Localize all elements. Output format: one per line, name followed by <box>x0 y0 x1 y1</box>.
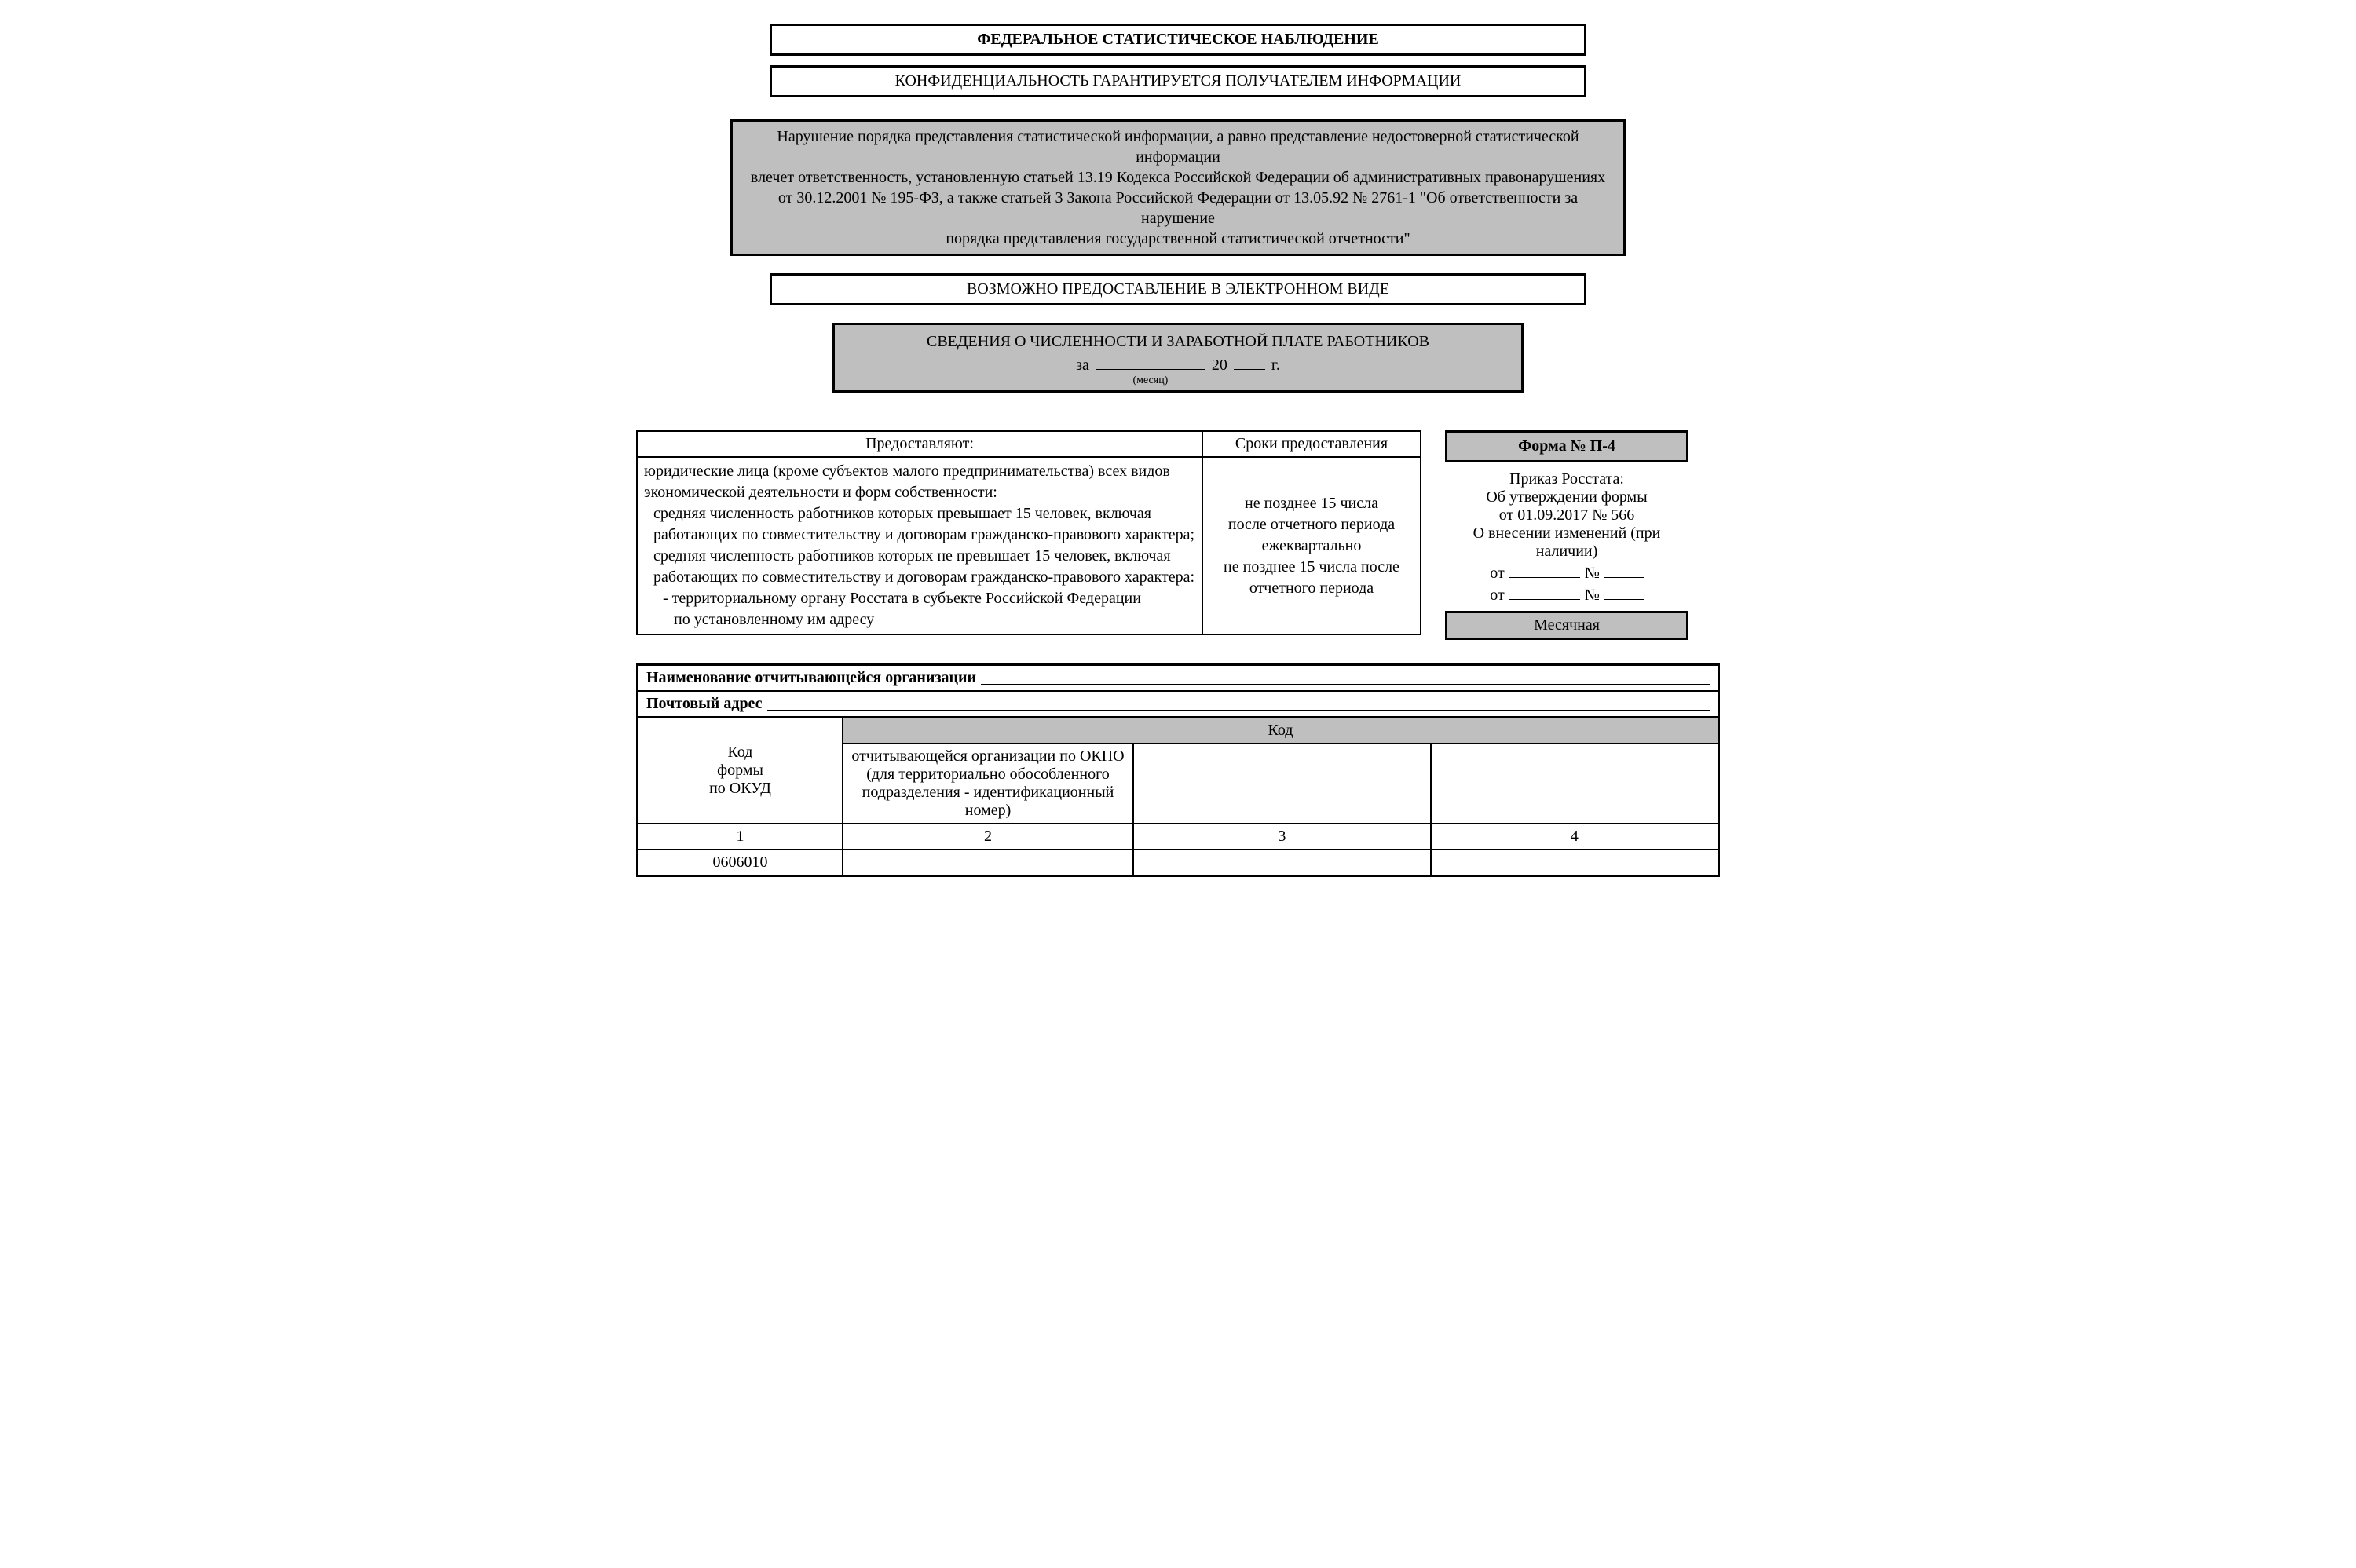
violation-line: влечет ответственность, установленную ст… <box>741 167 1615 188</box>
submit-bullet: средняя численность работников которых н… <box>644 546 1195 588</box>
codes-table: Код формы по ОКУД Код отчитывающейся орг… <box>638 718 1718 875</box>
violation-line: порядка представления государственной ст… <box>741 228 1615 249</box>
submit-table: Предоставляют: Сроки предоставления юрид… <box>636 430 1421 635</box>
info-title-text: СВЕДЕНИЯ О ЧИСЛЕННОСТИ И ЗАРАБОТНОЙ ПЛАТ… <box>843 333 1513 351</box>
approval-date: от 01.09.2017 № 566 <box>1445 506 1688 524</box>
submit-row: Предоставляют: Сроки предоставления юрид… <box>636 430 1720 640</box>
col-number: 2 <box>843 824 1133 850</box>
col-number: 1 <box>638 824 843 850</box>
org-name-label: Наименование отчитывающейся организации <box>646 669 976 687</box>
confidentiality-text: КОНФИДЕНЦИАЛЬНОСТЬ ГАРАНТИРУЕТСЯ ПОЛУЧАТ… <box>895 72 1462 90</box>
org-address-row: Почтовый адрес <box>638 692 1718 718</box>
okud-label-cell: Код формы по ОКУД <box>638 718 843 824</box>
period-line: за (месяц) 20 г. <box>1076 353 1280 375</box>
changes-label: О внесении изменений (при наличии) <box>1445 524 1688 561</box>
title-text: ФЕДЕРАЛЬНОЕ СТАТИСТИЧЕСКОЕ НАБЛЮДЕНИЕ <box>977 31 1379 48</box>
org-name-row: Наименование отчитывающейся организации <box>638 666 1718 692</box>
za-label: за <box>1076 356 1089 375</box>
organization-block: Наименование отчитывающейся организации … <box>636 663 1720 877</box>
electronic-box: ВОЗМОЖНО ПРЕДОСТАВЛЕНИЕ В ЭЛЕКТРОННОМ ВИ… <box>770 273 1586 305</box>
code-blank-cell[interactable] <box>1133 744 1431 824</box>
violation-line: Нарушение порядка представления статисти… <box>741 126 1615 167</box>
code-blank-cell[interactable] <box>1431 744 1718 824</box>
submit-bullet: средняя численность работников которых п… <box>644 503 1195 546</box>
org-name-blank[interactable] <box>981 669 1710 685</box>
info-title-box: СВЕДЕНИЯ О ЧИСЛЕННОСТИ И ЗАРАБОТНОЙ ПЛАТ… <box>832 323 1524 393</box>
twenty-label: 20 <box>1212 356 1227 375</box>
deadline-line: после отчетного периода <box>1209 514 1414 535</box>
form-number-box: Форма № П-4 <box>1445 430 1688 462</box>
approval-label: Об утверждении формы <box>1445 488 1688 506</box>
submit-body-cell: юридические лица (кроме субъектов малого… <box>637 457 1202 634</box>
submit-deadline-cell: не позднее 15 числа после отчетного пери… <box>1202 457 1421 634</box>
violation-box: Нарушение порядка представления статисти… <box>730 119 1626 256</box>
code-header: Код <box>843 718 1718 744</box>
col-number: 4 <box>1431 824 1718 850</box>
electronic-text: ВОЗМОЖНО ПРЕДОСТАВЛЕНИЕ В ЭЛЕКТРОННОМ ВИ… <box>967 280 1389 298</box>
okpo-value-cell[interactable] <box>843 850 1133 875</box>
right-block: Форма № П-4 Приказ Росстата: Об утвержде… <box>1445 430 1688 640</box>
month-blank[interactable] <box>1096 353 1205 370</box>
page-root: ФЕДЕРАЛЬНОЕ СТАТИСТИЧЕСКОЕ НАБЛЮДЕНИЕ КО… <box>636 24 1720 877</box>
code-value-cell[interactable] <box>1431 850 1718 875</box>
okud-value: 0606010 <box>638 850 843 875</box>
org-address-blank[interactable] <box>767 695 1710 711</box>
submit-body-line: юридические лица (кроме субъектов малого… <box>644 461 1195 503</box>
change-date-blank[interactable] <box>1509 584 1580 600</box>
submit-col2-header: Сроки предоставления <box>1202 431 1421 457</box>
periodicity-box: Месячная <box>1445 611 1688 640</box>
title-box: ФЕДЕРАЛЬНОЕ СТАТИСТИЧЕСКОЕ НАБЛЮДЕНИЕ <box>770 24 1586 56</box>
submit-col1-header: Предоставляют: <box>637 431 1202 457</box>
deadline-line: не позднее 15 числа <box>1209 493 1414 514</box>
deadline-line: отчетного периода <box>1209 578 1414 599</box>
change-no-blank[interactable] <box>1604 584 1644 600</box>
submit-sub: по установленному им адресу <box>644 609 1195 630</box>
change-line: от № <box>1445 584 1688 605</box>
change-date-blank[interactable] <box>1509 562 1580 578</box>
deadline-line: не позднее 15 числа после <box>1209 557 1414 578</box>
change-no-blank[interactable] <box>1604 562 1644 578</box>
col-number: 3 <box>1133 824 1431 850</box>
order-label: Приказ Росстата: <box>1445 470 1688 488</box>
okpo-label-cell: отчитывающейся организации по ОКПО (для … <box>843 744 1133 824</box>
code-value-cell[interactable] <box>1133 850 1431 875</box>
change-line: от № <box>1445 562 1688 583</box>
confidentiality-box: КОНФИДЕНЦИАЛЬНОСТЬ ГАРАНТИРУЕТСЯ ПОЛУЧАТ… <box>770 65 1586 97</box>
deadline-line: ежеквартально <box>1209 535 1414 557</box>
submit-sub: - территориальному органу Росстата в суб… <box>644 588 1195 609</box>
year-blank[interactable] <box>1234 353 1265 370</box>
org-address-label: Почтовый адрес <box>646 695 763 713</box>
month-sublabel: (месяц) <box>1096 375 1205 387</box>
violation-line: от 30.12.2001 № 195-ФЗ, а также статьей … <box>741 188 1615 228</box>
year-suffix: г. <box>1271 356 1280 375</box>
